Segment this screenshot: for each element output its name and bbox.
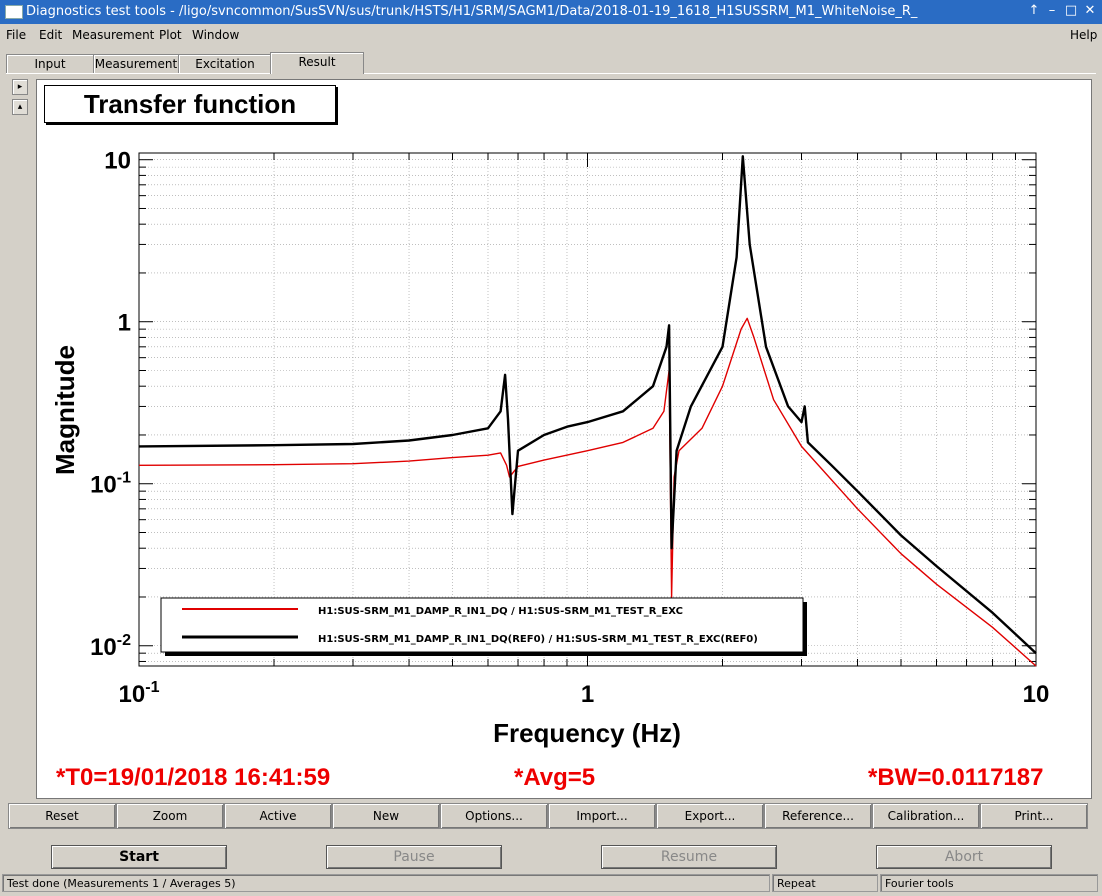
series-lines — [138, 155, 1037, 667]
y-tick-label: 10-2 — [90, 632, 131, 661]
minimize-icon[interactable]: – — [1048, 3, 1056, 18]
pause-button[interactable]: Pause — [326, 845, 502, 869]
calibration-button[interactable]: Calibration... — [872, 803, 980, 829]
menu-bar: File Edit Measurement Plot Window Help — [0, 26, 1102, 46]
grid-lines — [138, 153, 1036, 666]
status-repeat: Repeat — [772, 874, 878, 892]
menu-help[interactable]: Help — [1070, 28, 1098, 42]
title-bar: Diagnostics test tools - /ligo/svncommon… — [0, 0, 1102, 24]
menu-file[interactable]: File — [6, 28, 27, 42]
legend-label-series-1: H1:SUS-SRM_M1_DAMP_R_IN1_DQ / H1:SUS-SRM… — [318, 606, 683, 617]
x-axis-label: Frequency (Hz) — [493, 718, 681, 748]
reference-button[interactable]: Reference... — [764, 803, 872, 829]
y-tick-label: 10 — [104, 148, 131, 175]
series-line-2 — [138, 155, 1037, 655]
menu-window[interactable]: Window — [192, 28, 240, 42]
menu-measurement[interactable]: Measurement — [72, 28, 155, 42]
scroll-up-button[interactable]: ▴ — [12, 99, 28, 115]
active-button[interactable]: Active — [224, 803, 332, 829]
export-button[interactable]: Export... — [656, 803, 764, 829]
status-message: Test done (Measurements 1 / Averages 5) — [2, 874, 770, 892]
panel-title: Transfer function — [44, 85, 336, 123]
t0-info: *T0=19/01/2018 16:41:59 — [56, 764, 331, 791]
print-button[interactable]: Print... — [980, 803, 1088, 829]
tab-excitation[interactable]: Excitation — [178, 54, 272, 73]
axis-ticks — [138, 153, 1036, 666]
zoom-button[interactable]: Zoom — [116, 803, 224, 829]
start-button[interactable]: Start — [51, 845, 227, 869]
x-tick-label: 1 — [581, 681, 594, 708]
legend-box — [160, 597, 804, 653]
window-up-icon[interactable]: ↑ — [1028, 3, 1040, 18]
menu-edit[interactable]: Edit — [39, 28, 63, 42]
y-tick-label: 10-1 — [90, 470, 131, 499]
legend-label-series-2: H1:SUS-SRM_M1_DAMP_R_IN1_DQ(REF0) / H1:S… — [318, 634, 758, 645]
plot-toolbar: Reset Zoom Active New Options... Import.… — [8, 803, 1090, 829]
new-button[interactable]: New — [332, 803, 440, 829]
bw-info: *BW=0.0117187 — [868, 764, 1044, 791]
import-button[interactable]: Import... — [548, 803, 656, 829]
tab-input[interactable]: Input — [6, 54, 94, 73]
abort-button[interactable]: Abort — [876, 845, 1052, 869]
close-icon[interactable]: ✕ — [1084, 3, 1096, 18]
options-button[interactable]: Options... — [440, 803, 548, 829]
y-axis-label: Magnitude — [50, 345, 80, 475]
plot-axes-box — [138, 152, 1037, 667]
x-tick-label: 10-1 — [119, 679, 160, 708]
expand-right-button[interactable]: ▸ — [12, 79, 28, 95]
side-controls: ▸ ▴ — [12, 79, 28, 119]
legend: H1:SUS-SRM_M1_DAMP_R_IN1_DQ / H1:SUS-SRM… — [160, 597, 807, 656]
y-tick-label: 1 — [118, 310, 131, 337]
avg-info: *Avg=5 — [514, 764, 596, 791]
tick-labels: 10-1 1 10 10-2 10-1 1 10 — [90, 148, 1049, 708]
resume-button[interactable]: Resume — [601, 845, 777, 869]
window-title: Diagnostics test tools - /ligo/svncommon… — [26, 4, 918, 19]
tab-divider — [6, 73, 1096, 74]
app-icon — [5, 5, 23, 19]
maximize-icon[interactable]: □ — [1064, 3, 1078, 18]
status-tools: Fourier tools — [880, 874, 1098, 892]
x-tick-label: 10 — [1023, 681, 1050, 708]
tab-measurement[interactable]: Measurement — [93, 54, 179, 73]
menu-plot[interactable]: Plot — [159, 28, 182, 42]
reset-button[interactable]: Reset — [8, 803, 116, 829]
tab-result[interactable]: Result — [270, 52, 364, 74]
plot-panel[interactable] — [36, 79, 1092, 799]
